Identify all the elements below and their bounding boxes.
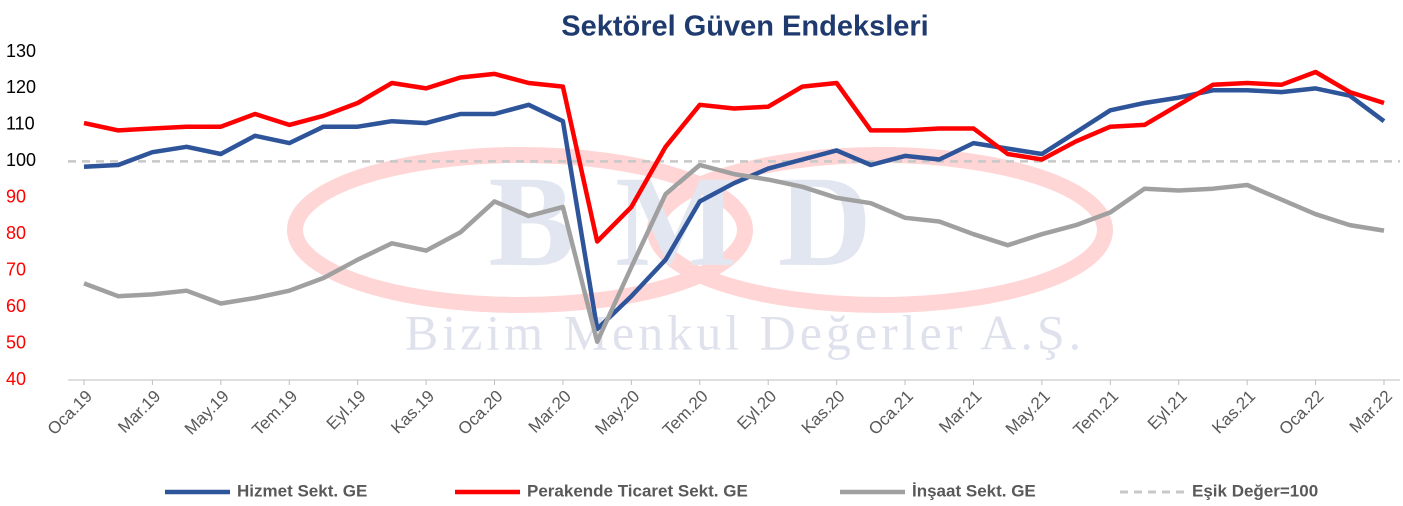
x-tick-label: Eyl.21 <box>1144 387 1191 434</box>
watermark-ring <box>287 147 753 313</box>
x-tick-label: Tem.19 <box>248 387 301 440</box>
x-tick-label: Eyl.20 <box>733 387 780 434</box>
watermark-text: Bizim Menkul Değerler A.Ş. <box>405 304 1085 360</box>
y-tick-label: 100 <box>6 150 36 170</box>
x-tick-label: May.20 <box>591 387 643 439</box>
y-tick-label: 80 <box>6 223 26 243</box>
y-tick-label: 60 <box>6 296 26 316</box>
x-tick-label: Mar.20 <box>525 387 575 437</box>
watermark-ring <box>647 147 1113 313</box>
chart-title: Sektörel Güven Endeksleri <box>561 11 928 43</box>
x-tick-label: Tem.20 <box>659 387 712 440</box>
x-tick-label: Mar.19 <box>114 387 164 437</box>
series-line <box>83 69 1385 244</box>
y-tick-label: 70 <box>6 259 26 279</box>
x-tick-label: Oca.19 <box>44 387 96 439</box>
x-tick-label: Kas.19 <box>387 387 438 438</box>
y-tick-label: 90 <box>6 187 26 207</box>
watermark-logo: BMD <box>488 150 911 294</box>
x-tick-label: May.21 <box>1002 387 1054 439</box>
y-tick-label: 130 <box>6 41 36 61</box>
x-tick-label: Mar.22 <box>1346 387 1396 437</box>
x-tick-label: Eyl.19 <box>323 387 370 434</box>
x-tick-label: Mar.21 <box>935 387 985 437</box>
y-tick-label: 120 <box>6 77 36 97</box>
y-tick-label: 110 <box>6 114 35 134</box>
legend-label: İnşaat Sekt. GE <box>912 481 1036 500</box>
x-tick-label: Tem.21 <box>1069 387 1122 440</box>
watermark: BMD Bizim Menkul Değerler A.Ş. <box>287 147 1113 360</box>
y-tick-label: 50 <box>6 332 26 352</box>
legend-label: Hizmet Sekt. GE <box>237 481 367 500</box>
legend-label: Perakende Ticaret Sekt. GE <box>527 481 748 500</box>
x-tick-label: Kas.20 <box>798 387 849 438</box>
x-tick-label: Kas.21 <box>1208 387 1259 438</box>
legend-label: Eşik Değer=100 <box>1192 481 1318 500</box>
series-line <box>83 86 1386 332</box>
x-tick-label: May.19 <box>181 387 233 439</box>
x-tick-label: Oca.20 <box>454 387 506 439</box>
y-tick-label: 40 <box>6 369 26 389</box>
x-tick-label: Oca.22 <box>1275 387 1327 439</box>
x-tick-label: Oca.21 <box>865 387 917 439</box>
series-line <box>83 162 1385 344</box>
